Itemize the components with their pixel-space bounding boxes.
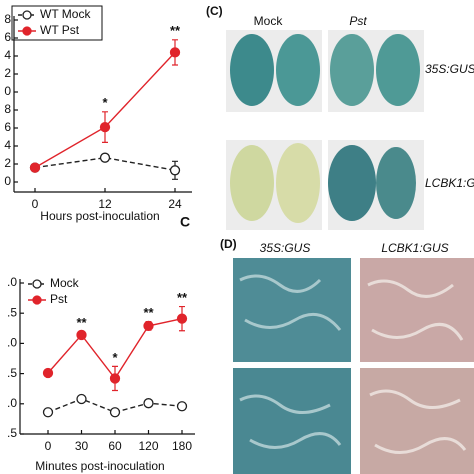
y-tick-label: .0 [7,396,17,410]
column-label: Pst [349,14,367,28]
x-tick-label: 24 [168,197,182,211]
legend-label: WT Mock [40,7,91,21]
x-tick-label: 180 [172,439,192,453]
legend-label: WT Pst [40,23,80,37]
y-tick-label: .5 [7,305,17,319]
data-point [99,152,111,163]
row-label: 35S:GUS [425,62,474,76]
x-tick-label: 0 [32,197,39,211]
legend-marker [22,10,32,20]
cell-walls [367,279,467,454]
y-tick-label: 4 [4,138,11,152]
data-point [109,373,121,384]
x-tick-label: 60 [108,439,122,453]
significance: * [112,350,118,365]
x-tick-label: 120 [138,439,158,453]
data-point [42,367,54,379]
legend-box [11,5,103,41]
leaf [330,34,374,106]
data-point [176,313,188,324]
significance: * [102,95,108,110]
y-tick-label: 2 [4,66,11,80]
y-tick-label: .5 [7,366,17,380]
data-point [76,393,87,405]
y-tick-label: 6 [4,30,11,44]
cell-walls [239,274,342,449]
legend-label: Pst [50,292,68,306]
panel-label: C [180,214,190,230]
data-point [169,47,181,58]
x-tick-label: 30 [75,439,89,453]
data-point [42,407,54,418]
x-tick-label: 12 [98,197,112,211]
micrograph [360,258,474,362]
y-tick-label: 6 [4,120,11,134]
data-point [143,320,154,332]
data-point [99,121,111,133]
y-tick-label: .0 [7,275,17,289]
legend-label: Mock [50,276,80,290]
row-label: LCBK1:G [425,176,474,190]
data-point [29,162,41,173]
micrograph [233,258,351,362]
legend-marker [32,279,42,289]
y-tick-label: 4 [4,48,11,62]
y-tick-label: 0 [4,174,11,188]
leaf [376,147,416,219]
leaf [230,34,274,106]
significance: ** [170,23,181,38]
legend-marker [32,295,42,305]
column-label: Mock [254,14,284,28]
micrograph [233,368,351,474]
column-label: LCBK1:GUS [381,241,448,255]
y-tick-label: 0 [4,84,11,98]
panel-label: (D) [220,237,237,251]
data-point [169,165,181,176]
x-axis-label: Hours post-inoculation [40,209,159,223]
data-point [143,398,154,409]
column-label: 35S:GUS [260,241,311,255]
leaf [276,143,320,223]
leaf [230,145,274,221]
significance: ** [177,290,188,305]
leaf [376,34,420,106]
data-point [76,329,87,341]
data-point [176,401,188,412]
significance: ** [143,305,154,320]
y-tick-label: .0 [7,336,17,350]
leaf [276,34,320,106]
panel-label: (C) [206,4,223,18]
x-tick-label: 0 [45,439,52,453]
legend-marker [22,26,32,36]
y-tick-label: 2 [4,156,11,170]
panel-c-images [226,30,424,230]
leaf [328,145,376,221]
y-tick-label: .5 [7,426,17,440]
x-axis-label: Minutes post-inoculation [35,459,164,473]
y-tick-label: 8 [4,102,11,116]
data-point [109,407,121,418]
panel-d-images [233,258,474,474]
significance: ** [76,315,87,330]
micrograph [360,368,474,474]
y-tick-label: 8 [4,12,11,26]
